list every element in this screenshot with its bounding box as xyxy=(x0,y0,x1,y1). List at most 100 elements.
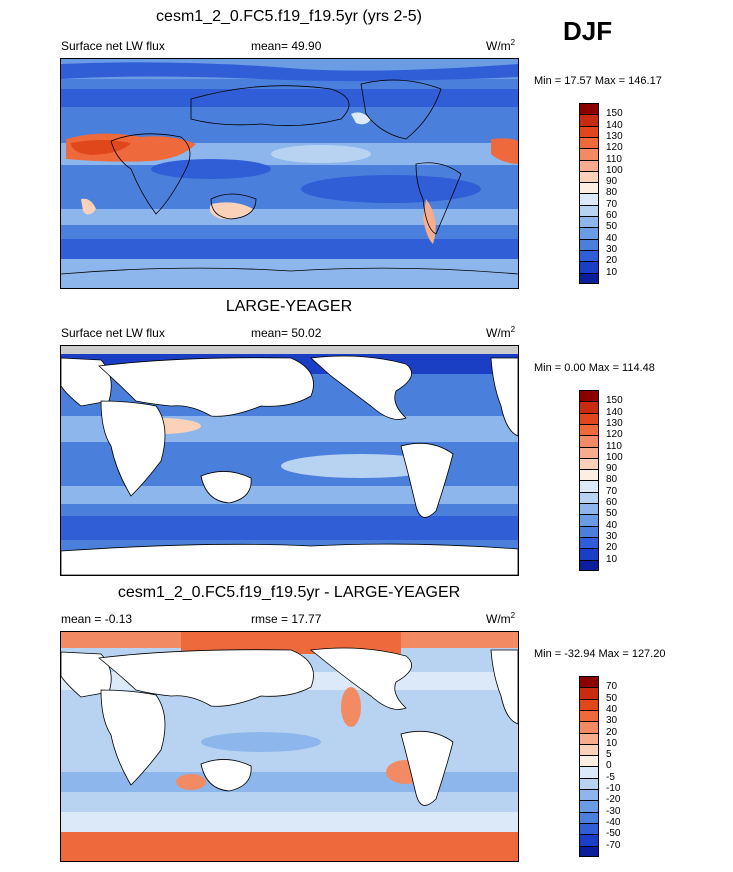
colorbar-tick-label: 10 xyxy=(606,737,618,749)
colorbar-box xyxy=(579,261,599,274)
colorbar-tick-label: 80 xyxy=(606,474,618,486)
colorbar-box xyxy=(579,193,599,206)
colorbar-tick-label: 30 xyxy=(606,715,618,727)
colorbar-box xyxy=(579,698,599,711)
colorbar-tick-label: 20 xyxy=(606,726,618,738)
colorbar-tick-label: 5 xyxy=(606,749,612,761)
panel3-mean-label: mean = -0.13 xyxy=(61,612,133,626)
colorbar-tick-label: -50 xyxy=(606,828,621,840)
colorbar-box xyxy=(579,204,599,217)
colorbar-box xyxy=(579,800,599,813)
colorbar-tick-label: -70 xyxy=(606,839,621,851)
colorbar-tick-label: 150 xyxy=(606,108,623,120)
colorbar-box xyxy=(579,412,599,425)
colorbar-box xyxy=(579,216,599,228)
panel2-variable-label: Surface net LW flux xyxy=(61,326,165,340)
panel1-map xyxy=(60,58,519,289)
colorbar-box xyxy=(579,777,599,790)
colorbar-tick-label: 70 xyxy=(606,485,618,497)
panel1-minmax: Min = 17.57 Max = 146.17 xyxy=(534,75,662,87)
colorbar-box xyxy=(579,446,599,459)
colorbar-box xyxy=(579,182,599,194)
panel2-colorbar: 150 140 130 120 110 100 90 80 70 60 50 40 30 20 10 xyxy=(579,390,639,572)
panel1-title: cesm1_2_0.FC5.f19_f19.5yr (yrs 2-5) xyxy=(156,8,422,25)
colorbar-box xyxy=(579,480,599,493)
panel2-title: LARGE-YEAGER xyxy=(225,298,353,315)
colorbar-tick-label: 90 xyxy=(606,176,618,188)
colorbar-box xyxy=(579,766,599,779)
panel2-map xyxy=(60,345,519,576)
colorbar-tick-label: 80 xyxy=(606,187,618,199)
colorbar-box xyxy=(579,491,599,504)
colorbar-tick-label: 30 xyxy=(606,530,618,542)
colorbar-tick-label: 10 xyxy=(606,266,618,278)
panel1-colorbar: 150 140 130 120 110 100 90 80 70 60 50 40 30 20 10 xyxy=(579,103,639,285)
colorbar-tick-label: 0 xyxy=(606,760,612,772)
colorbar-box xyxy=(579,435,599,448)
colorbar-tick-label: 110 xyxy=(606,153,622,165)
colorbar-box xyxy=(579,114,599,127)
colorbar-box xyxy=(579,755,599,767)
panel2-units: W/m2 xyxy=(486,325,516,340)
colorbar-tick-label: 30 xyxy=(606,243,618,255)
colorbar-box xyxy=(579,514,599,527)
panel3-title: cesm1_2_0.FC5.f19_f19.5yr - LARGE-YEAGER xyxy=(117,584,461,601)
panel2-minmax: Min = 0.00 Max = 114.48 xyxy=(534,362,655,374)
colorbar-tick-label: 130 xyxy=(606,130,623,142)
colorbar-tick-label: 100 xyxy=(606,164,623,176)
colorbar-box xyxy=(579,136,599,149)
colorbar-box xyxy=(579,503,599,515)
panel3-rmse-label: rmse = 17.77 xyxy=(251,612,322,626)
colorbar-box xyxy=(579,227,599,240)
colorbar-tick-label: -20 xyxy=(606,794,621,806)
colorbar-box xyxy=(579,687,599,700)
colorbar-box xyxy=(579,159,599,172)
panel1-units: W/m2 xyxy=(486,38,516,53)
colorbar-tick-label: 120 xyxy=(606,429,623,441)
colorbar-box xyxy=(579,238,599,251)
panel2-land-samerica xyxy=(400,442,454,518)
colorbar-box xyxy=(579,125,599,138)
colorbar-box xyxy=(579,559,599,572)
colorbar-tick-label: 50 xyxy=(606,221,618,233)
colorbar-box xyxy=(579,525,599,538)
panel2-land-eurasia xyxy=(98,357,314,417)
colorbar-box xyxy=(579,721,599,734)
colorbar-tick-label: 120 xyxy=(606,142,623,154)
panel2-land-namerica xyxy=(310,355,413,420)
colorbar-tick-label: 60 xyxy=(606,210,618,221)
colorbar-box xyxy=(579,390,599,402)
colorbar-box xyxy=(579,676,599,688)
colorbar-tick-label: 130 xyxy=(606,417,623,429)
colorbar-tick-label: 70 xyxy=(606,681,618,693)
colorbar-tick-label: -40 xyxy=(606,816,621,828)
colorbar-tick-label: 40 xyxy=(606,703,618,715)
colorbar-box xyxy=(579,457,599,470)
colorbar-box xyxy=(579,789,599,801)
colorbar-box xyxy=(579,811,599,824)
panel3-units: W/m2 xyxy=(486,611,516,626)
colorbar-tick-label: 100 xyxy=(606,451,623,463)
colorbar-box xyxy=(579,423,599,436)
colorbar-tick-label: 110 xyxy=(606,440,622,452)
colorbar-box xyxy=(579,469,599,481)
colorbar-tick-label: 40 xyxy=(606,519,618,531)
panel2-land-africa xyxy=(100,400,166,497)
colorbar-tick-label: 150 xyxy=(606,395,623,407)
colorbar-box xyxy=(579,709,599,722)
colorbar-tick-label: -5 xyxy=(606,771,615,783)
panel3-colorbar: 70 50 40 30 20 10 5 0 -5 -10 -20 -30 -40 -50 -70 xyxy=(579,676,639,858)
colorbar-box xyxy=(579,170,599,183)
colorbar-tick-label: 20 xyxy=(606,542,618,554)
colorbar-tick-label: 10 xyxy=(606,553,618,565)
panel2-land-europe xyxy=(490,357,518,437)
panel1-mean-label: mean= 49.90 xyxy=(251,39,322,53)
colorbar-box xyxy=(579,834,599,847)
colorbar-box xyxy=(579,401,599,414)
colorbar-tick-label: 50 xyxy=(606,508,618,520)
colorbar-tick-label: -10 xyxy=(606,783,621,794)
panel2-land-antarctica xyxy=(61,543,518,575)
colorbar-tick-label: 70 xyxy=(606,198,618,210)
panel3-map xyxy=(60,631,519,862)
season-label: DJF xyxy=(563,16,613,46)
